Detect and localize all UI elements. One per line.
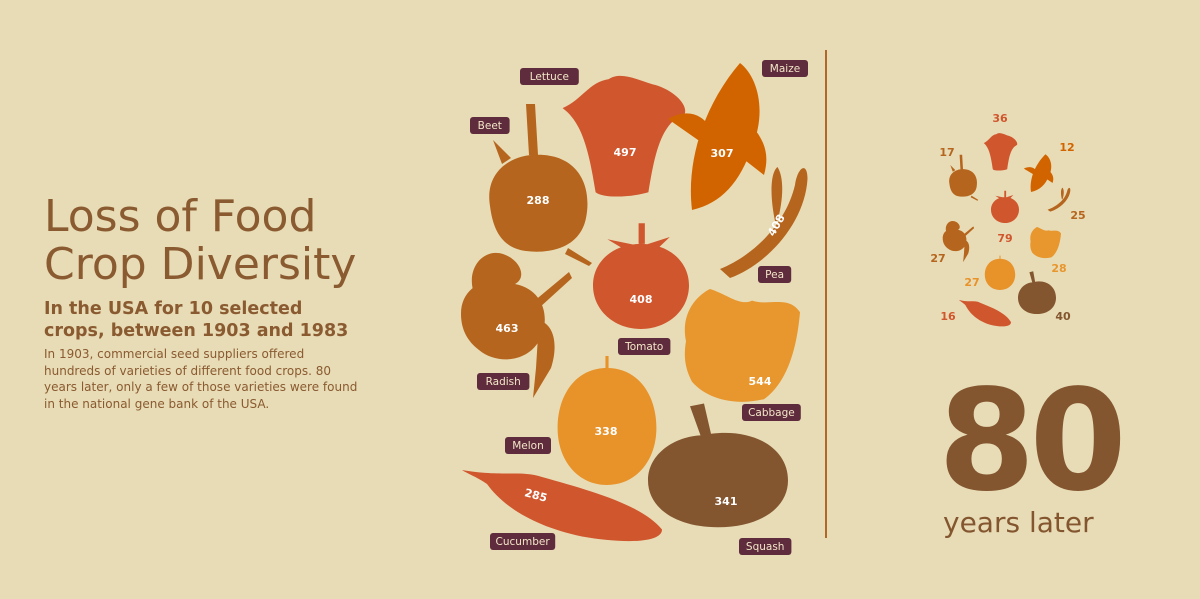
value-1983-beet: 17 bbox=[939, 146, 954, 159]
crop-lettuce-1983: 36 bbox=[983, 112, 1018, 171]
crop-cabbage-1903: 544 Cabbage bbox=[684, 289, 801, 421]
cucumber-icon bbox=[959, 300, 1011, 327]
crop-squash-1903: 341 Squash bbox=[648, 403, 792, 555]
value-1903-melon: 338 bbox=[595, 425, 618, 438]
radish-icon bbox=[942, 220, 975, 263]
label-cabbage: Cabbage bbox=[748, 407, 795, 419]
beet-icon bbox=[949, 154, 979, 201]
value-1903-beet: 288 bbox=[527, 194, 550, 207]
value-1983-squash: 40 bbox=[1055, 310, 1071, 323]
label-badge-cucumber bbox=[490, 533, 556, 550]
value-1983-radish: 27 bbox=[930, 252, 945, 265]
value-1983-maize: 12 bbox=[1059, 141, 1074, 154]
lettuce-icon bbox=[562, 75, 686, 197]
divider bbox=[825, 50, 827, 538]
radish-icon bbox=[461, 252, 572, 398]
melon-icon bbox=[557, 356, 657, 486]
label-badge-beet bbox=[470, 117, 510, 134]
value-1903-radish: 463 bbox=[496, 322, 519, 335]
value-1903-lettuce: 497 bbox=[614, 146, 637, 159]
melon-icon bbox=[984, 255, 1016, 290]
crop-radish-1983: 27 bbox=[930, 220, 975, 265]
crop-maize-1983: 12 bbox=[1023, 141, 1075, 192]
label-maize: Maize bbox=[770, 63, 800, 75]
lettuce-icon bbox=[983, 133, 1018, 171]
label-badge-squash bbox=[739, 538, 792, 555]
crop-squash-1983: 40 bbox=[1018, 271, 1071, 323]
crop-beet-1903: 288 Beet bbox=[470, 104, 592, 266]
value-1983-cucumber: 16 bbox=[940, 310, 956, 323]
label-tomato: Tomato bbox=[624, 341, 663, 353]
crop-cucumber-1903: 285 Cucumber bbox=[462, 470, 662, 550]
page-title: Loss of Food Crop Diversity bbox=[44, 193, 356, 289]
description: In 1903, commercial seed suppliers offer… bbox=[44, 347, 358, 411]
label-radish: Radish bbox=[486, 376, 521, 388]
label-badge-tomato bbox=[618, 338, 671, 355]
label-badge-melon bbox=[505, 437, 551, 454]
title-line-2: Crop Diversity bbox=[44, 239, 357, 290]
crop-cucumber-1983: 16 bbox=[940, 300, 1011, 327]
years-later-label: years later bbox=[943, 506, 1094, 539]
crop-tomato-1903: 408 Tomato bbox=[593, 223, 689, 355]
label-badge-cabbage bbox=[742, 404, 801, 421]
label-badge-radish bbox=[477, 373, 530, 390]
label-cucumber: Cucumber bbox=[496, 536, 551, 548]
pea-icon bbox=[1047, 187, 1071, 212]
value-1903-tomato: 408 bbox=[630, 293, 653, 306]
squash-icon bbox=[648, 403, 788, 528]
value-1983-cabbage: 28 bbox=[1051, 262, 1066, 275]
label-badge-lettuce bbox=[520, 68, 579, 85]
maize-icon bbox=[668, 63, 767, 211]
value-1903-cabbage: 544 bbox=[749, 375, 772, 388]
cucumber-icon bbox=[462, 470, 662, 542]
label-lettuce: Lettuce bbox=[530, 71, 569, 83]
tomato-icon bbox=[991, 190, 1019, 223]
label-badge-pea bbox=[758, 266, 792, 283]
beet-icon bbox=[489, 104, 592, 266]
label-squash: Squash bbox=[746, 541, 785, 553]
crop-pea-1983: 25 bbox=[1047, 187, 1086, 222]
label-melon: Melon bbox=[512, 440, 544, 452]
value-1903-maize: 307 bbox=[711, 147, 734, 160]
squash-icon bbox=[1018, 271, 1056, 315]
pea-icon bbox=[720, 167, 808, 278]
value-1983-lettuce: 36 bbox=[992, 112, 1008, 125]
crop-tomato-1983: 79 bbox=[991, 190, 1019, 245]
maize-icon bbox=[1023, 154, 1054, 192]
crop-melon-1983: 27 bbox=[964, 255, 1016, 290]
value-1983-pea: 25 bbox=[1070, 209, 1085, 222]
crop-cabbage-1983: 28 bbox=[1030, 227, 1067, 275]
eighty-years-number: 80 bbox=[938, 360, 1127, 523]
tomato-icon bbox=[593, 223, 689, 329]
crop-lettuce-1903: 497 Lettuce bbox=[520, 68, 686, 197]
crop-beet-1983: 17 bbox=[939, 146, 979, 201]
label-pea: Pea bbox=[765, 269, 784, 281]
value-1983-tomato: 79 bbox=[997, 232, 1012, 245]
label-beet: Beet bbox=[478, 120, 502, 132]
crop-radish-1903: 463 Radish bbox=[461, 252, 572, 398]
value-1903-cucumber: 285 bbox=[523, 486, 549, 505]
crop-melon-1903: 338 Melon bbox=[505, 356, 657, 486]
cabbage-icon bbox=[1030, 227, 1061, 259]
value-1903-squash: 341 bbox=[715, 495, 738, 508]
label-badge-maize bbox=[762, 60, 808, 77]
subtitle: In the USA for 10 selected crops, betwee… bbox=[44, 299, 349, 341]
value-1983-melon: 27 bbox=[964, 276, 979, 289]
crop-maize-1903: 307 Maize bbox=[668, 60, 808, 211]
title-line-1: Loss of Food bbox=[44, 191, 317, 242]
cabbage-icon bbox=[684, 289, 800, 402]
